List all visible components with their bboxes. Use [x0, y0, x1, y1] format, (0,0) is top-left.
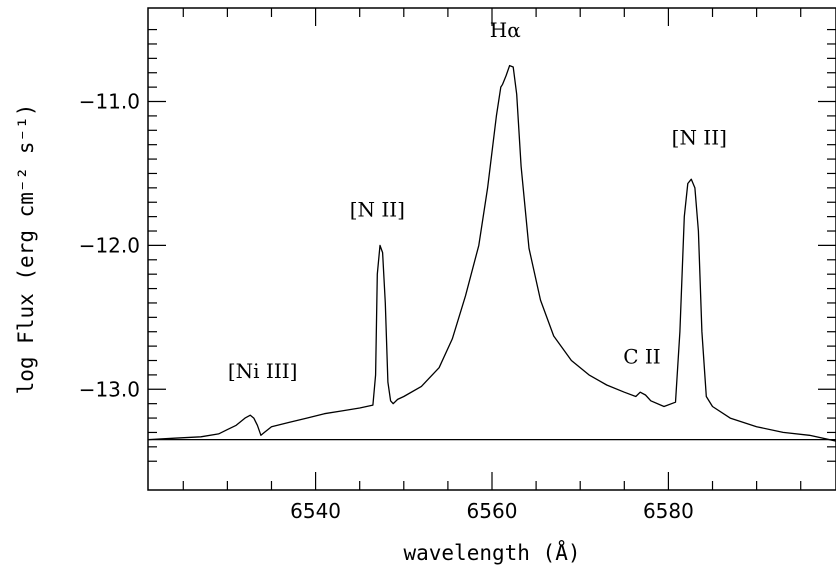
tick-labels: 6540 6560 6580 −11.0 −12.0 −13.0 — [79, 90, 694, 523]
line-annotation: [N II] — [672, 126, 727, 150]
y-tick-label: −12.0 — [79, 233, 140, 257]
line-annotation: Hα — [490, 18, 521, 42]
x-tick-label: 6580 — [643, 499, 694, 523]
line-annotations: Hα [N II] [N II] C II [Ni III] — [228, 18, 727, 383]
line-annotation: [Ni III] — [228, 359, 298, 383]
x-tick-label: 6560 — [467, 499, 518, 523]
line-annotation: [N II] — [350, 198, 405, 222]
line-annotation: C II — [623, 344, 660, 368]
plot-frame — [147, 7, 836, 491]
spectrum-line — [147, 64, 836, 442]
axis-ticks — [148, 8, 836, 490]
y-tick-label: −13.0 — [79, 377, 140, 401]
x-axis-label: wavelength (Å) — [403, 539, 580, 565]
x-tick-label: 6540 — [290, 499, 341, 523]
y-tick-label: −11.0 — [79, 90, 140, 114]
y-axis-label: log Flux (erg cm⁻² s⁻¹) — [14, 104, 38, 395]
